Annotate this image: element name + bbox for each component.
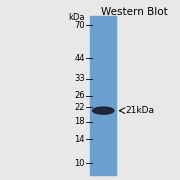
Text: Western Blot: Western Blot (101, 7, 167, 17)
Text: 26: 26 (74, 91, 85, 100)
Text: 22: 22 (74, 103, 85, 112)
Ellipse shape (93, 107, 114, 114)
Text: 21kDa: 21kDa (125, 106, 154, 115)
Text: 10: 10 (74, 159, 85, 168)
Text: kDa: kDa (68, 13, 85, 22)
Text: 44: 44 (74, 54, 85, 63)
Text: 33: 33 (74, 74, 85, 83)
Bar (90, 16, 116, 175)
Text: 70: 70 (74, 21, 85, 30)
Text: 14: 14 (74, 135, 85, 144)
Text: 18: 18 (74, 117, 85, 126)
